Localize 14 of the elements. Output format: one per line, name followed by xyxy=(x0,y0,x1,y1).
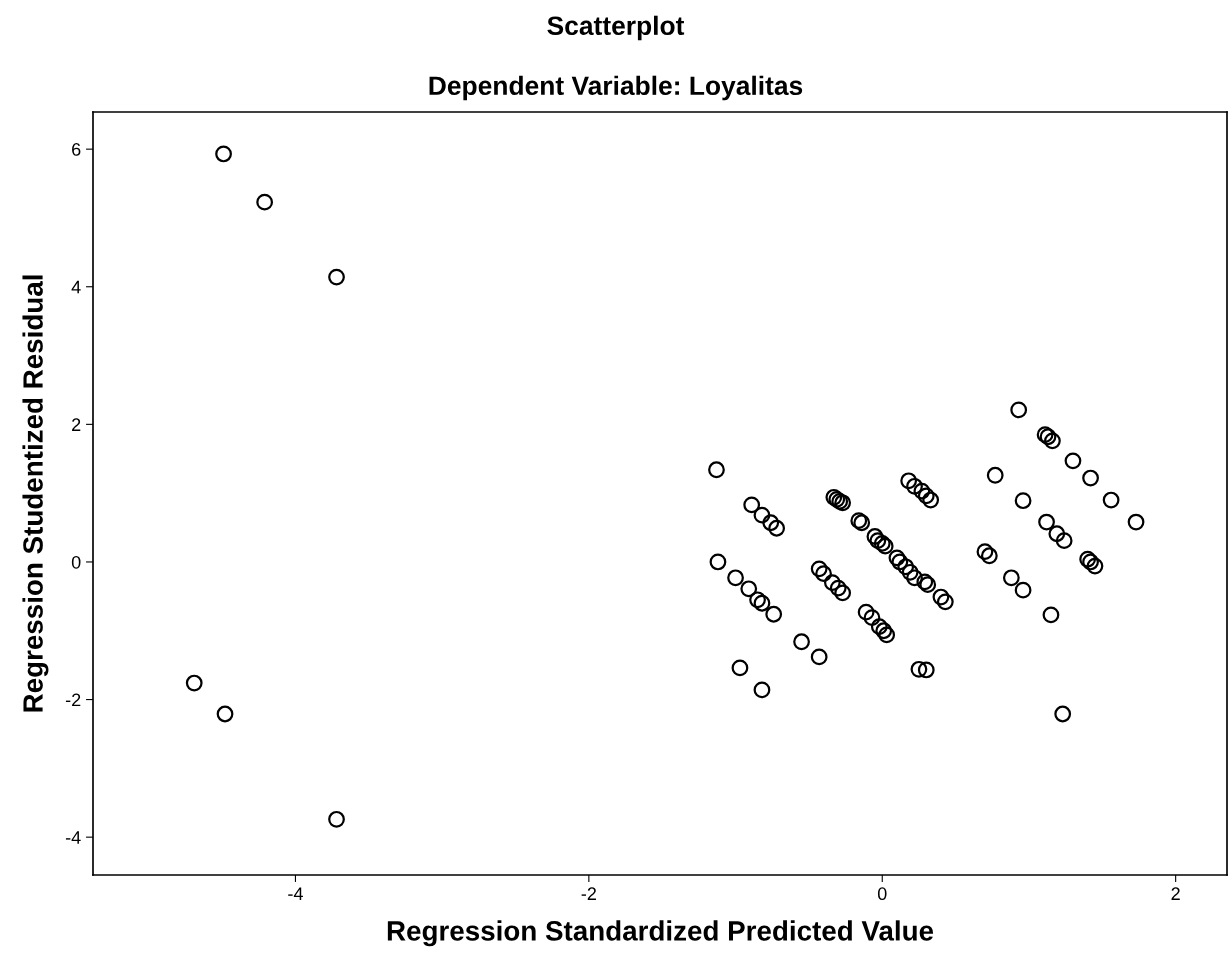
x-tick-label: 0 xyxy=(877,887,887,901)
x-axis-title: Regression Standardized Predicted Value xyxy=(387,920,934,947)
y-tick-label: 4 xyxy=(71,280,81,294)
chart-subtitle: Dependent Variable: Loyalitas xyxy=(429,75,803,101)
y-tick-label: -4 xyxy=(65,831,81,844)
y-tick-label: 0 xyxy=(71,555,81,569)
chart-title: Scatterplot xyxy=(547,15,685,41)
y-axis-title: Regression Studentized Residual xyxy=(22,275,49,712)
x-tick-label: -4 xyxy=(288,887,303,900)
x-tick-label: -2 xyxy=(581,887,596,900)
y-tick-label: 6 xyxy=(72,143,81,156)
x-tick-label: 2 xyxy=(1171,887,1180,900)
y-tick-label: -2 xyxy=(65,693,81,707)
y-tick-label: 2 xyxy=(72,418,81,431)
